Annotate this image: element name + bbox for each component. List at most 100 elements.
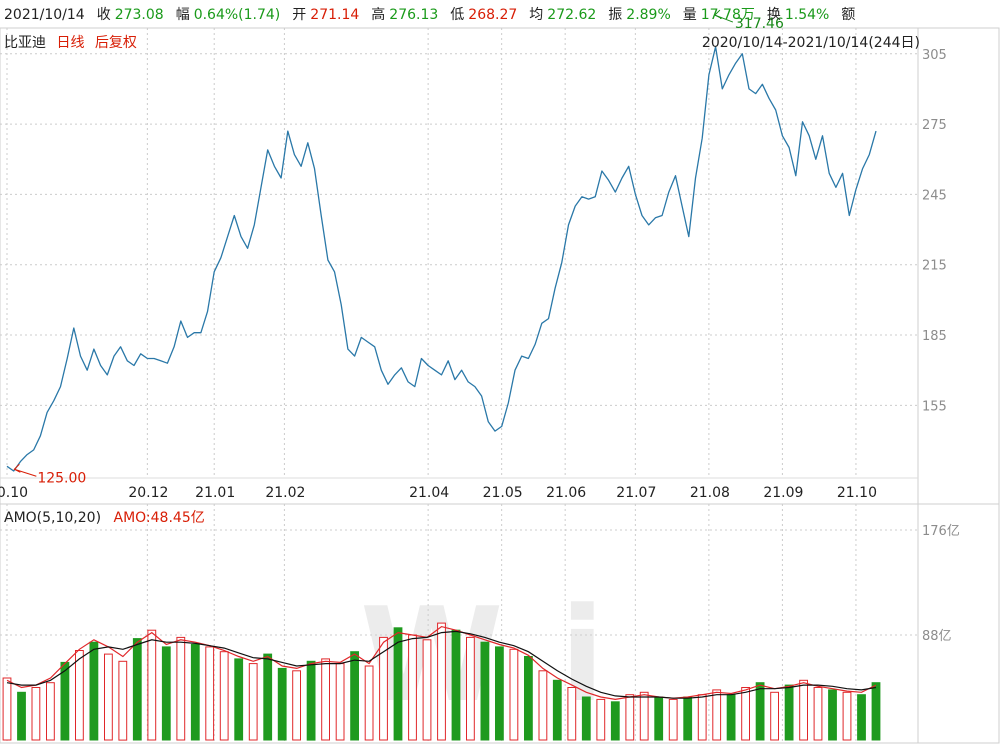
low-price-annotation: 125.00	[37, 470, 86, 486]
volume-bar-down	[683, 696, 693, 741]
volume-bar-down	[552, 679, 562, 741]
volume-bar-up	[466, 636, 475, 741]
header-value: 268.27	[468, 7, 517, 23]
volume-bar-up	[335, 663, 345, 741]
quote-header: 2021/10/14 收 273.08 幅 0.64%(1.74) 开 271.14 高 276…	[4, 6, 855, 23]
volume-ytick-label: 88亿	[922, 629, 952, 644]
volume-bar-down	[857, 694, 866, 741]
price-ytick-label: 215	[922, 259, 947, 274]
volume-bar-down	[480, 641, 490, 741]
volume-bar-down	[654, 696, 664, 741]
adjust-label[interactable]: 后复权	[95, 34, 137, 51]
header-value: 273.08	[115, 7, 164, 23]
header-label: 收	[97, 7, 111, 23]
price-xtick-label: 21.09	[763, 485, 803, 501]
volume-bar-up	[379, 636, 388, 741]
ma10-line	[6, 630, 877, 699]
volume-bar-down	[277, 667, 287, 741]
volume-bar-up	[147, 629, 157, 741]
volume-bar-down	[350, 651, 360, 741]
volume-bar-up	[104, 653, 113, 741]
low-marker-arrow	[14, 468, 37, 477]
header-value: 1.54%	[785, 7, 829, 23]
amo-current-value: AMO:48.45亿	[114, 510, 205, 526]
header-value: 17.78万	[701, 7, 755, 23]
volume-bar-up	[668, 698, 678, 741]
volume-bar-down	[828, 689, 837, 741]
price-xtick-label: 21.08	[690, 485, 730, 501]
price-xtick-label: 21.07	[616, 485, 656, 501]
price-xtick-label: 20.12	[128, 485, 168, 501]
price-xtick-label: 21.02	[265, 485, 305, 501]
volume-bar-up	[31, 687, 41, 741]
volume-bar-down	[393, 627, 403, 741]
header-label: 额	[841, 7, 855, 23]
header-value: 271.14	[310, 7, 359, 23]
grid-layer	[0, 28, 918, 743]
volume-bar-up	[118, 660, 128, 741]
moving-average-layer	[6, 625, 877, 701]
volume-bar-up	[625, 694, 635, 741]
price-panel-frame	[0, 27, 1000, 505]
volume-bar-up	[799, 679, 809, 741]
header-label: 高	[371, 6, 385, 23]
volume-bar-up	[712, 689, 722, 741]
price-ytick-label: 185	[922, 329, 947, 344]
stock-name: 比亚迪	[4, 35, 46, 51]
volume-bar-up	[437, 622, 446, 741]
price-xtick-label: 21.05	[483, 485, 523, 501]
volume-bar-up	[509, 648, 519, 741]
volume-bar-up	[364, 665, 374, 741]
volume-bar-down	[89, 641, 99, 741]
axis-label-layer: 155 185 215 245 275 305 20.10 20.12 21.01 21.02 21…	[0, 9, 960, 644]
price-ytick-label: 305	[922, 48, 947, 63]
volume-bar-down	[190, 644, 200, 741]
header-value: 2.89%	[626, 7, 670, 23]
volume-bar-up	[75, 650, 84, 741]
volume-bar-up	[321, 658, 331, 741]
volume-bar-up	[292, 670, 302, 741]
volume-bar-up	[697, 694, 707, 741]
volume-bar-down	[132, 638, 142, 741]
volume-bar-down	[871, 682, 881, 741]
header-label: 振	[608, 7, 622, 23]
volume-bar-down	[784, 684, 794, 741]
price-xtick-label: 21.10	[837, 485, 877, 501]
volume-bar-down	[755, 682, 765, 741]
volume-bar-down	[263, 653, 273, 741]
volume-bar-down	[524, 656, 533, 741]
volume-bar-down	[17, 691, 26, 741]
header-label: 幅	[176, 7, 190, 23]
header-label: 低	[450, 7, 464, 23]
header-label: 2021/10/14	[4, 7, 85, 23]
price-xtick-label: 21.04	[409, 485, 449, 501]
volume-bar-up	[596, 698, 606, 741]
volume-bar-down	[610, 701, 620, 741]
period-label[interactable]: 日线	[56, 35, 84, 51]
volume-bar-down	[60, 661, 70, 741]
volume-bars-layer	[2, 622, 881, 741]
close-price-line	[6, 46, 877, 472]
volume-bar-up	[770, 691, 780, 741]
volume-bar-down	[234, 658, 244, 741]
header-label: 均	[529, 7, 543, 23]
header-label: 量	[683, 7, 697, 23]
header-label: 开	[292, 7, 306, 23]
price-xtick-label: 21.06	[546, 485, 586, 501]
volume-bar-down	[581, 696, 591, 741]
volume-bar-down	[726, 694, 736, 741]
volume-bar-up	[248, 663, 258, 741]
volume-bar-down	[161, 646, 171, 741]
volume-bar-up	[741, 687, 751, 741]
price-xtick-label: 20.10	[0, 485, 28, 501]
high-price-annotation: 317.46	[735, 16, 784, 32]
header-label: 换	[767, 6, 781, 23]
volume-bar-up	[176, 636, 186, 741]
amo-title: AMO(5,10,20)	[4, 510, 101, 526]
price-ytick-label: 245	[922, 188, 947, 203]
low-marker-arrowhead	[13, 463, 21, 473]
price-line-layer	[6, 46, 877, 472]
volume-bar-down	[451, 629, 461, 741]
